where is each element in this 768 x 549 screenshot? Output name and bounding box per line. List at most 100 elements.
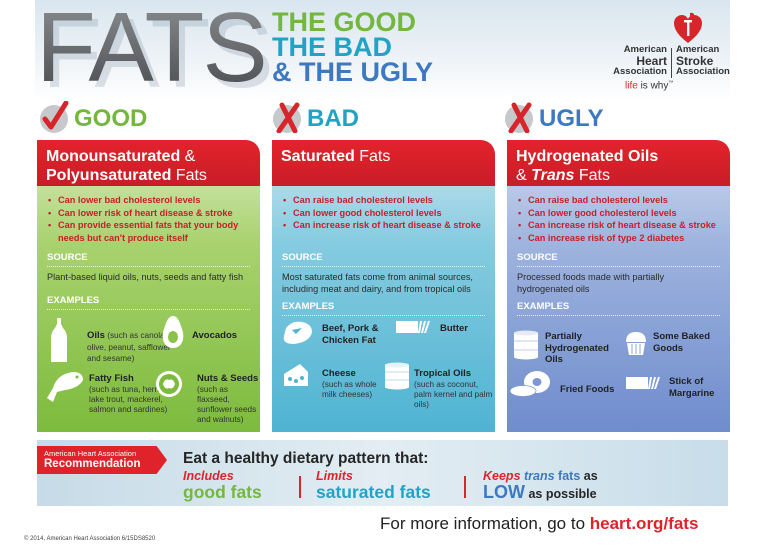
source-text: Most saturated fats come from animal sou… [282,271,473,294]
muffin-icon [626,332,646,355]
example-name: Cheese [322,368,356,379]
rec-verb: Keeps [483,469,521,483]
page-title: FATS [36,0,268,102]
can-icon [385,362,409,390]
logo-stroke-association: American Stroke Association [676,45,756,77]
slogan-red: life [625,80,638,92]
recommendation-headline: Eat a healthy dietary pattern that: [183,450,429,467]
ugly-fats-panel: Hydrogenated Oils & Trans Fats Can raise… [507,140,730,432]
rec-as: as [580,469,598,483]
example-oils: Oils (such as canola, olive, peanut, saf… [87,330,182,365]
can-icon [514,330,538,360]
good-label: GOOD [74,105,148,132]
rec-verb-line: Keeps trans fats as [483,470,598,483]
effects-list: Can raise bad cholesterol levels Can low… [282,194,485,232]
slogan-rest: is why [637,80,669,92]
bullet-item: Can raise bad cholesterol levels [282,194,485,207]
example-detail: (such as whole milk cheeses) [322,379,377,399]
example-name: Nuts & Seeds [197,373,259,384]
examples-label: EXAMPLES [47,295,250,310]
panel-title: Monounsaturated & Polyunsaturated Fats [37,140,260,186]
title-shadow: FATS [42,4,274,102]
title-plain: Fats [171,167,207,184]
bullet-item: Can lower good cholesterol levels [282,207,485,220]
cheese-icon [284,364,308,386]
title-bold: Monounsaturated [46,148,181,165]
logo-slogan: life is why™ [625,80,673,91]
rec-object: saturated fats [316,482,431,502]
example-cheese: Cheese (such as whole milk cheeses) [322,368,382,400]
example-fatty-fish: Fatty Fish (such as tuna, herring, lake … [89,373,174,415]
example-name: Stick of Margarine [669,376,715,399]
rec-object: good fats [183,482,262,502]
tag-org: American Heart Association [44,449,137,458]
example-name: Beef, Pork & Chicken Fat [322,323,379,346]
separator [464,476,466,498]
title-bold: Polyunsaturated [46,167,172,184]
benefits-list: Can lower bad cholesterol levels Can low… [47,194,250,244]
title-plain: & [180,148,196,165]
heart-torch-icon [674,12,702,43]
example-name: Fatty Fish [89,373,134,384]
title-italic: Trans [531,167,575,184]
title-plain: & [516,167,532,184]
logo-text: American [623,44,667,55]
example-partially-hydrogenated-oils: Partially Hydrogenated Oils [545,331,615,366]
ugly-heading: UGLY [505,102,604,133]
ugly-label: UGLY [539,105,604,132]
panel-body: Can lower bad cholesterol levels Can low… [37,186,260,432]
more-info-text: For more information, go to [380,514,590,533]
example-detail: (such as tuna, herring, lake trout, mack… [89,384,171,414]
title-plain: Fats [354,148,391,165]
bullet-item: Can lower risk of heart disease & stroke [47,207,250,220]
donut-icon [509,371,550,397]
check-icon [40,101,69,133]
effects-list: Can raise bad cholesterol levels Can low… [517,194,720,244]
title-bold: Hydrogenated Oils [516,148,659,165]
tagline-ugly: & THE UGLY [272,57,434,87]
oil-bottle-icon [51,318,67,362]
example-fried-foods: Fried Foods [560,384,614,396]
panel-title: Hydrogenated Oils & Trans Fats [507,140,730,186]
example-beef-pork-chicken: Beef, Pork & Chicken Fat [322,323,392,346]
rec-trans: trans [520,469,555,483]
logo-text: American [676,44,720,55]
heart-org-link[interactable]: heart.org/fats [589,514,699,533]
bad-fats-panel: Saturated Fats Can raise bad cholesterol… [272,140,495,432]
good-heading: GOOD [40,101,148,133]
rec-as-possible: as possible [525,487,597,501]
avocado-icon [162,316,184,348]
logo-divider [671,48,672,78]
examples-label: EXAMPLES [517,301,720,316]
panel-body: Can raise bad cholesterol levels Can low… [507,186,730,432]
fish-icon [47,372,83,402]
bullet-item: Can increase risk of type 2 diabetes [517,232,720,245]
panel-title: Saturated Fats [272,140,495,186]
tagline-bad: THE BAD [272,32,392,62]
bullet-item: Can raise bad cholesterol levels [517,194,720,207]
recommendation-bar: American Heart Association Recommendatio… [37,440,728,506]
example-tropical-oils: Tropical Oils (such as coconut, palm ker… [414,368,494,410]
rec-verb: Includes [183,469,234,483]
more-info: For more information, go to heart.org/fa… [380,514,698,534]
margarine-icon [626,377,660,389]
bad-heading: BAD [273,102,359,133]
tagline-good: THE GOOD [272,7,417,37]
example-detail: (such as flaxseed, sunflower seeds and w… [197,384,257,424]
bullet-item: Can increase risk of heart disease & str… [517,219,720,232]
steak-icon [283,321,312,344]
aha-logo[interactable]: American Heart Association American Stro… [595,12,745,92]
logo-text: Stroke [676,54,714,68]
bullet-item: Can provide essential fats that your bod… [47,219,250,244]
x-icon [505,102,533,133]
walnut-icon [156,371,182,397]
bad-label: BAD [307,105,359,132]
example-margarine: Stick of Margarine [669,376,724,399]
source-label: SOURCE [282,252,485,267]
rec-includes-good-fats: Includes good fats [183,469,262,502]
header-background [35,0,730,100]
recommendation-tag: American Heart Association Recommendatio… [37,446,167,474]
example-avocados: Avocados [192,330,237,342]
rec-keeps-trans-fats-low: Keeps trans fats as LOW as possible [483,470,598,503]
rec-object-line: LOW as possible [483,483,598,503]
